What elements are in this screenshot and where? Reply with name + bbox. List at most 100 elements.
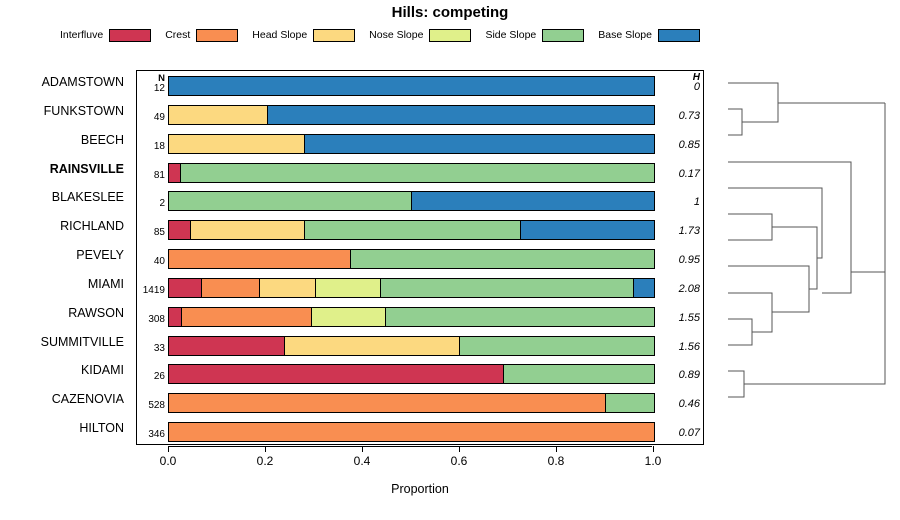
stacked-bar — [168, 364, 655, 385]
bar-segment-interfluve — [169, 307, 182, 326]
bar-segment-head-slope — [285, 336, 460, 355]
dendro-link-funkstown-beech — [728, 108, 743, 136]
bar-segment-base-slope — [411, 192, 654, 211]
bar-segment-side-slope — [605, 394, 654, 413]
legend-swatch — [657, 28, 700, 42]
y-axis-label-miami: MIAMI — [87, 276, 124, 291]
stacked-bar — [168, 162, 655, 183]
stacked-bar — [168, 277, 655, 298]
dendro-link-cazenovia-hilton — [728, 370, 745, 398]
n-value: 33 — [153, 342, 165, 354]
bar-segment-side-slope — [169, 192, 412, 211]
bar-row: 26 — [137, 359, 705, 385]
dendro-link-rawson-cluster — [728, 292, 773, 333]
stacked-bar — [168, 76, 655, 96]
h-value: 0.89 — [678, 369, 700, 382]
stacked-bar — [168, 249, 655, 270]
stacked-bar — [168, 191, 655, 212]
n-value: 81 — [153, 169, 165, 181]
bar-segment-side-slope — [350, 250, 654, 269]
n-value: 26 — [153, 371, 165, 383]
plot-panel: N 12 49 18 81 2 85 40 1419 308 33 26 528 346 — [136, 70, 704, 445]
bar-segment-nose-slope — [311, 307, 387, 326]
legend-swatch — [109, 28, 152, 42]
chart-title: Hills: competing — [391, 4, 509, 21]
bar-segment-interfluve — [169, 278, 202, 297]
bar-segment-interfluve — [169, 221, 192, 240]
bar-row: 85 — [137, 215, 705, 241]
legend-item: Side Slope — [485, 28, 585, 42]
dendrogram-svg — [728, 82, 886, 398]
bar-segment-crest — [169, 394, 606, 413]
stacked-bar — [168, 422, 655, 443]
bar-segment-base-slope — [521, 221, 654, 240]
x-axis-tick-label: 0.4 — [353, 454, 371, 468]
legend-item: Head Slope — [252, 28, 356, 42]
stacked-bar — [168, 220, 655, 241]
h-column-header: H — [692, 72, 700, 83]
bar-row: 1419 — [137, 273, 705, 299]
y-axis-labels: ADAMSTOWN FUNKSTOWN BEECH RAINSVILLE BLAKESL… — [0, 70, 130, 445]
bar-segment-side-slope — [381, 278, 635, 297]
legend-item: Crest — [165, 28, 239, 42]
dendro-link-rainsville — [728, 161, 852, 294]
bar-segment-nose-slope — [316, 278, 382, 297]
dendro-link-blakeslee — [728, 187, 823, 259]
dendrogram — [704, 70, 900, 445]
x-axis-tick-label: 0.0 — [159, 454, 177, 468]
legend-item: Interfluve — [60, 28, 152, 42]
bar-segment-crest — [169, 250, 351, 269]
h-value: 0.07 — [678, 427, 700, 440]
h-column: H 0 0.73 0.85 0.17 1 1.73 0.95 2.08 1.55 1.56 0.89 0… — [660, 70, 704, 445]
legend-item-label: Interfluve — [60, 29, 104, 41]
stacked-bar — [168, 393, 655, 414]
y-axis-label-adamstown: ADAMSTOWN — [41, 75, 124, 89]
bar-segment-head-slope — [169, 134, 305, 153]
n-value: 2 — [159, 198, 165, 210]
x-axis-tick-label: 1.0 — [644, 454, 662, 468]
legend-item-label: Side Slope — [485, 29, 537, 41]
bar-segment-head-slope — [191, 221, 306, 240]
bar-segment-crest — [201, 278, 261, 297]
n-value: 40 — [153, 256, 165, 268]
bars-area: N 12 49 18 81 2 85 40 1419 308 33 26 528 346 — [137, 71, 705, 446]
x-axis-tick — [265, 446, 266, 452]
bar-segment-side-slope — [460, 336, 654, 355]
dendro-link-richland-group — [772, 226, 818, 290]
bar-segment-side-slope — [386, 307, 654, 326]
bar-row: 12 — [137, 71, 705, 97]
h-value: 0.85 — [678, 138, 700, 151]
stacked-bar — [168, 306, 655, 327]
x-axis-tick-label: 0.6 — [450, 454, 468, 468]
bar-row: 33 — [137, 331, 705, 357]
bar-segment-base-slope — [634, 278, 654, 297]
bar-segment-base-slope — [268, 105, 654, 124]
bar-row: 40 — [137, 244, 705, 270]
y-axis-label-kidami: KIDAMI — [80, 363, 124, 378]
bar-segment-interfluve — [169, 163, 182, 182]
stacked-bar — [168, 335, 655, 356]
dendro-link-richland-pevely — [728, 213, 773, 241]
h-value: 1 — [693, 196, 700, 209]
h-value: 0.17 — [678, 167, 700, 180]
x-axis-tick — [459, 446, 460, 452]
h-value: 0.95 — [678, 254, 700, 267]
h-value: 0.46 — [678, 398, 700, 411]
y-axis-label-pevely: PEVELY — [76, 248, 124, 263]
n-value: 12 — [153, 83, 165, 94]
n-value: 85 — [153, 227, 165, 239]
y-axis-label-rawson: RAWSON — [68, 305, 124, 320]
bar-segment-side-slope — [181, 163, 654, 182]
y-axis-label-hilton: HILTON — [79, 421, 124, 436]
bar-row: 81 — [137, 158, 705, 184]
h-value: 1.56 — [678, 340, 700, 353]
x-axis-tick-label: 0.8 — [547, 454, 565, 468]
legend-swatch — [429, 28, 472, 42]
bar-row: 18 — [137, 129, 705, 155]
y-axis-label-blakeslee: BLAKESLEE — [51, 190, 124, 205]
h-value: 0.73 — [678, 109, 700, 122]
y-axis-label-cazenovia: CAZENOVIA — [51, 392, 124, 407]
bar-segment-head-slope — [260, 278, 317, 297]
legend-item-label: Head Slope — [252, 29, 308, 41]
